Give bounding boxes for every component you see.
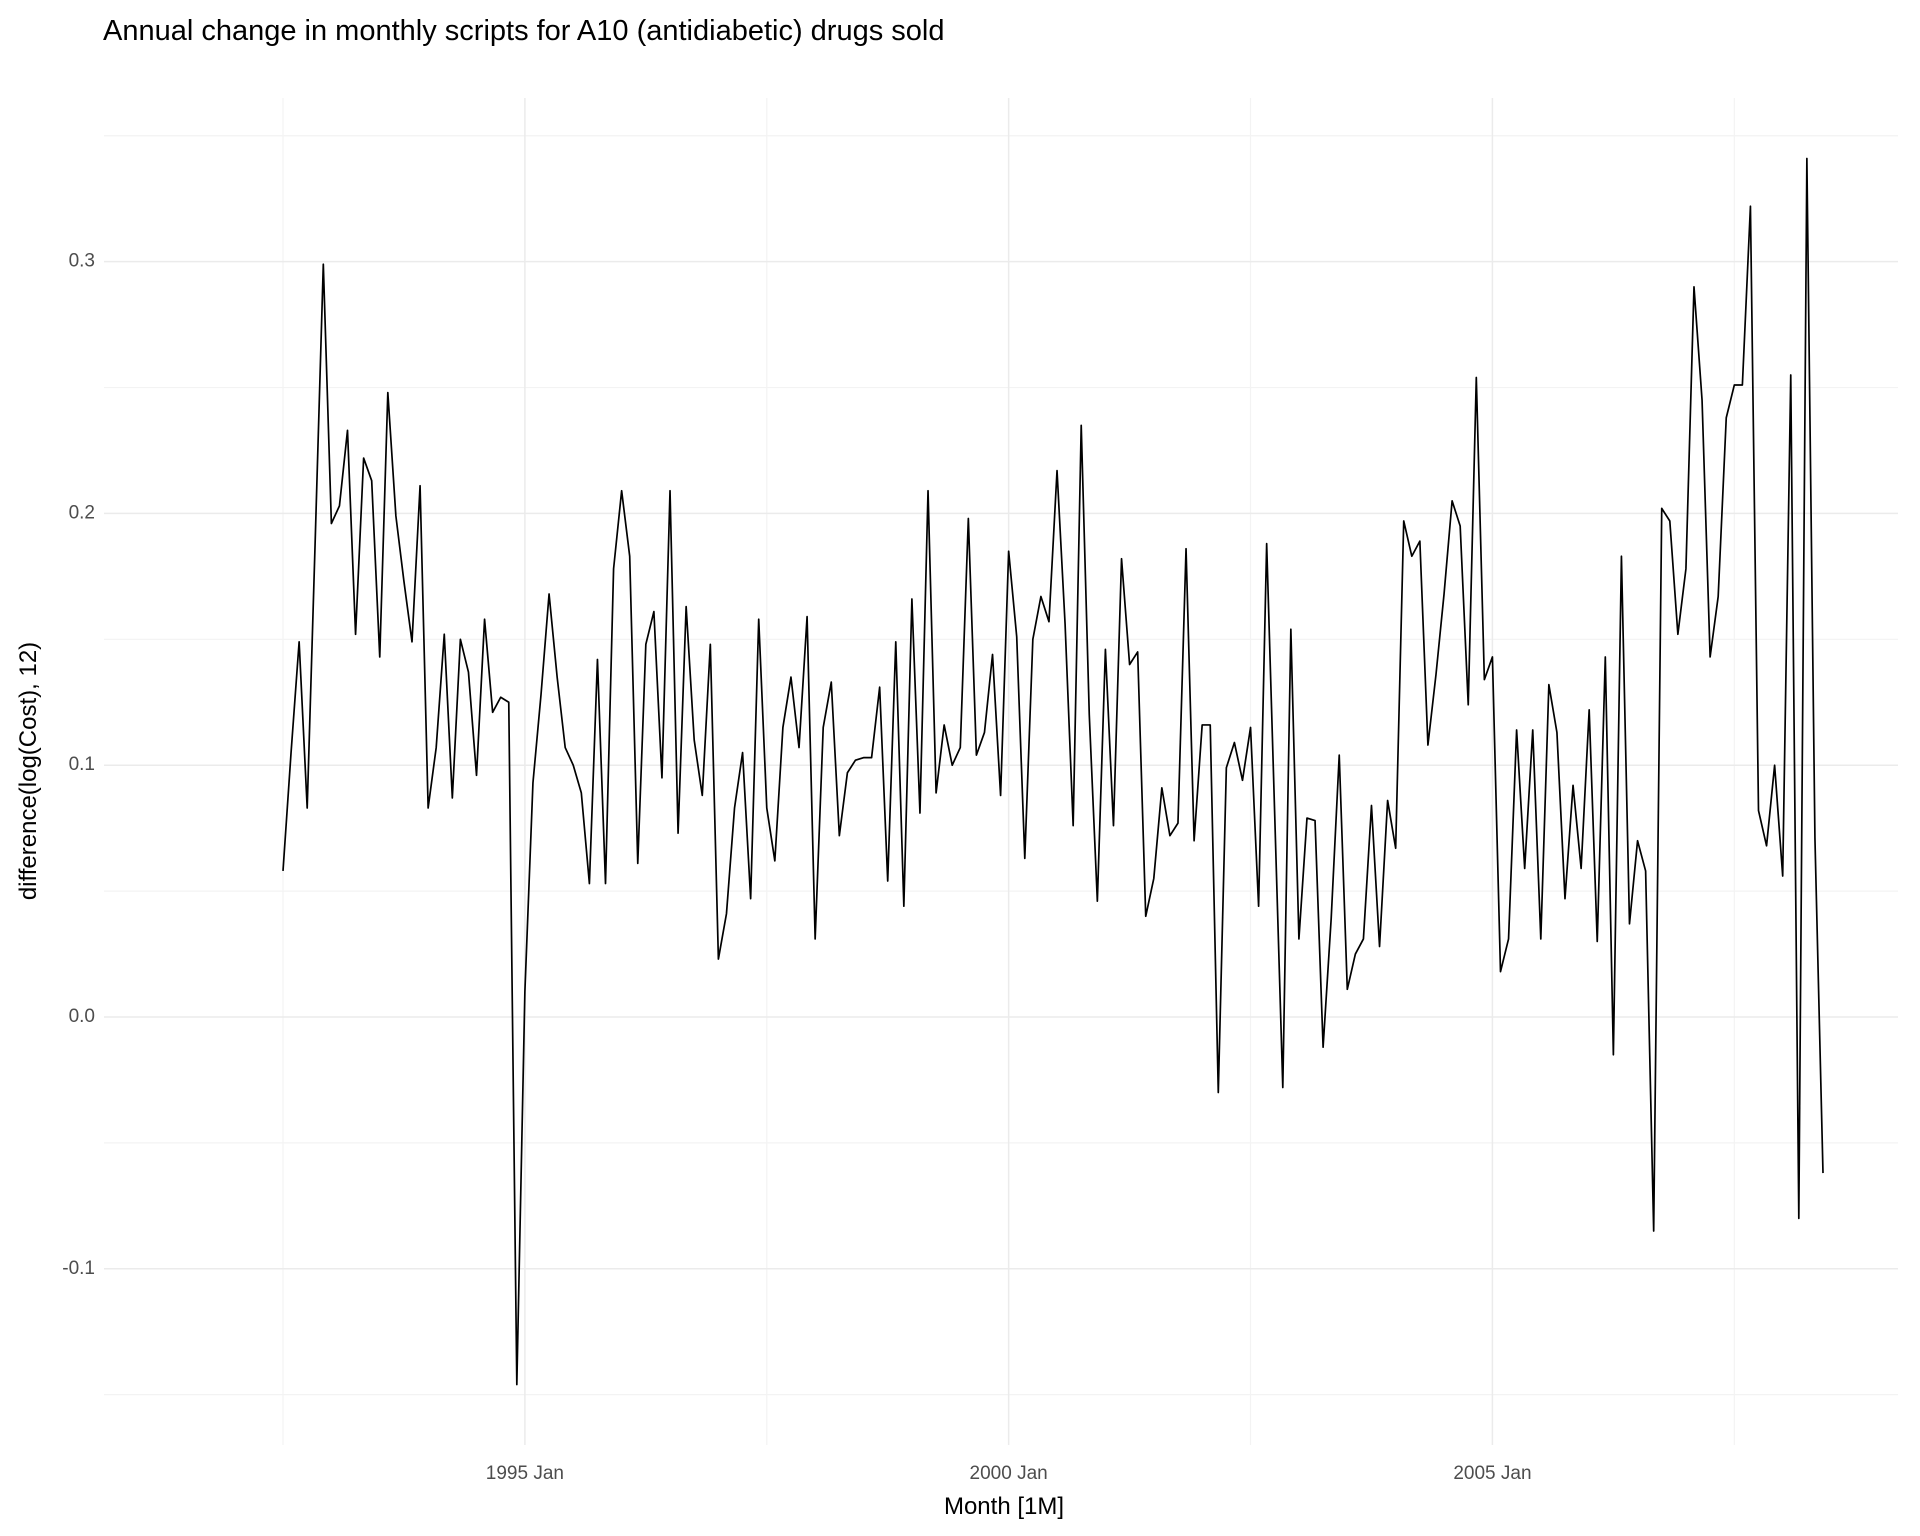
x-tick-label: 1995 Jan [486, 1463, 564, 1484]
chart-title: Annual change in monthly scripts for A10… [103, 15, 944, 47]
data-line [282, 157, 1824, 1386]
y-tick-label: -0.1 [62, 1258, 95, 1279]
y-tick-label: 0.1 [69, 754, 95, 775]
y-tick-label: 0.3 [69, 251, 95, 272]
y-axis-title: difference(log(Cost), 12) [15, 642, 42, 900]
y-tick-label: 0.0 [69, 1006, 95, 1027]
x-tick-label: 2000 Jan [970, 1463, 1048, 1484]
y-tick-label: 0.2 [69, 502, 95, 523]
x-axis-title: Month [1M] [944, 1493, 1064, 1520]
x-tick-label: 2005 Jan [1453, 1463, 1531, 1484]
